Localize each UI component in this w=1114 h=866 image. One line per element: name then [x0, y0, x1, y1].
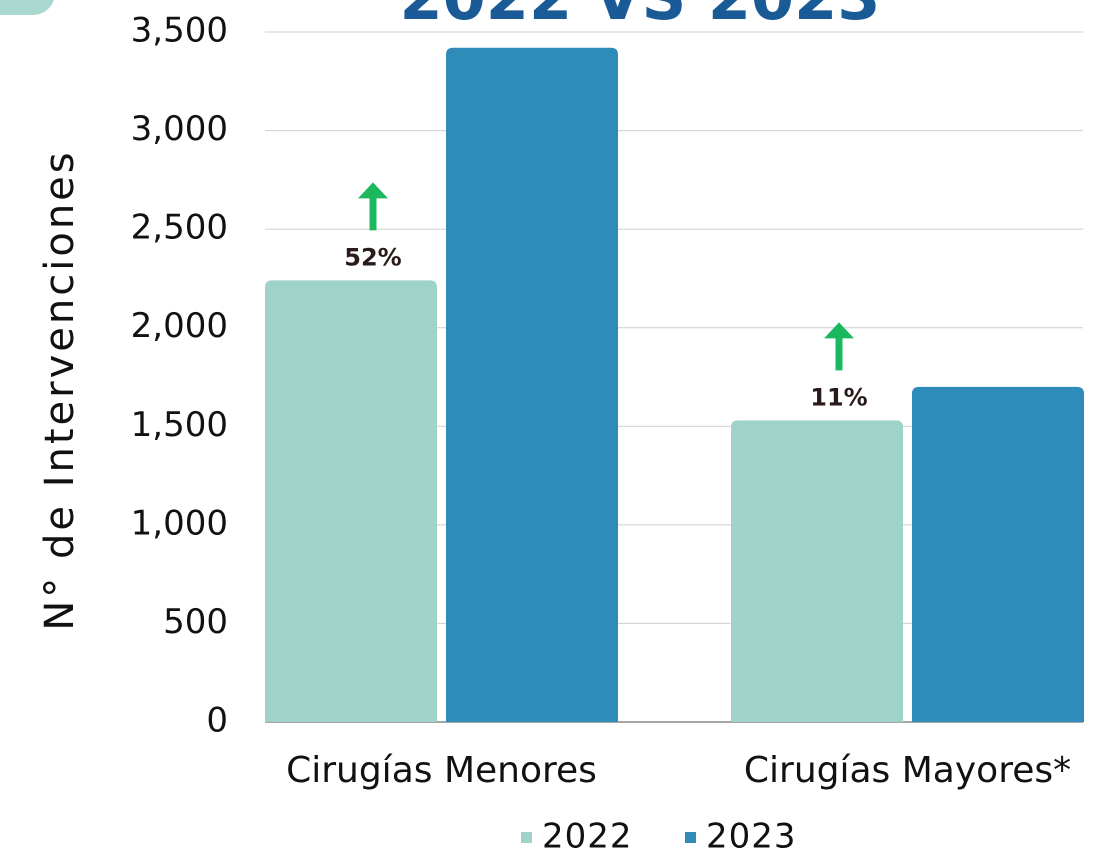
- annotation-arrowhead: [358, 182, 388, 199]
- bar: [912, 386, 1084, 722]
- legend-label: 2022: [542, 817, 633, 857]
- annotation: 52%: [344, 243, 401, 271]
- y-tick-label: 500: [163, 602, 228, 642]
- y-tick-label: 1,000: [131, 503, 228, 543]
- annotation-arrowhead: [824, 322, 854, 339]
- bar: [731, 420, 903, 722]
- x-tick-label: Cirugías Mayores*: [744, 750, 1071, 791]
- chart-title: 2022 VS 2023: [400, 0, 881, 34]
- y-tick-label: 2,000: [131, 306, 228, 346]
- y-tick-label: 1,500: [131, 405, 228, 445]
- y-tick-label: 0: [206, 701, 228, 741]
- bar: [265, 280, 437, 722]
- legend-swatch: [521, 832, 532, 843]
- y-axis-label: N° de Intervenciones: [37, 149, 83, 630]
- y-tick-label: 3,000: [131, 109, 228, 149]
- y-tick-label: 3,500: [131, 11, 228, 51]
- x-tick-label: Cirugías Menores: [286, 750, 597, 791]
- annotation: 11%: [810, 383, 867, 411]
- corner-decoration: [0, 0, 54, 15]
- legend-swatch: [685, 832, 696, 843]
- legend-label: 2023: [706, 817, 797, 857]
- y-tick-label: 2,500: [131, 208, 228, 248]
- bar: [446, 47, 618, 723]
